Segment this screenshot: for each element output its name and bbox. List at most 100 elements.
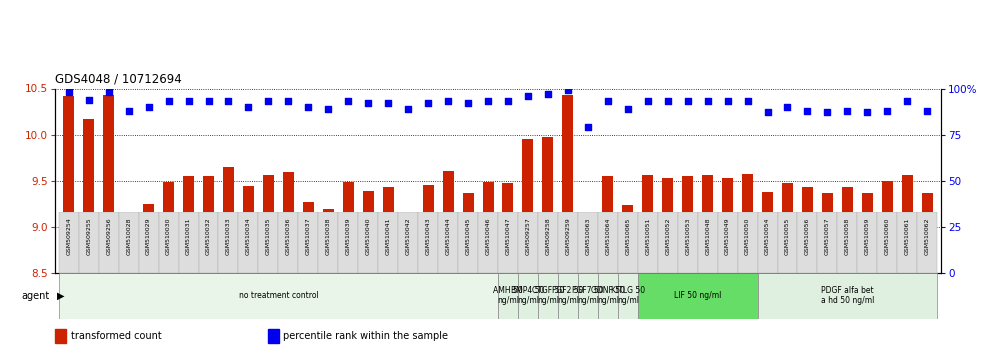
- FancyBboxPatch shape: [778, 212, 798, 273]
- Text: GSM510060: GSM510060: [884, 217, 889, 255]
- Point: [760, 110, 776, 115]
- Text: GSM510032: GSM510032: [206, 217, 211, 255]
- FancyBboxPatch shape: [558, 273, 578, 319]
- Point: [780, 104, 796, 110]
- FancyBboxPatch shape: [798, 212, 818, 273]
- Text: CTGF 50
ng/ml: CTGF 50 ng/ml: [532, 286, 564, 305]
- Point: [580, 124, 596, 130]
- FancyBboxPatch shape: [818, 212, 838, 273]
- FancyBboxPatch shape: [578, 273, 598, 319]
- Text: transformed count: transformed count: [71, 331, 161, 341]
- FancyBboxPatch shape: [319, 212, 339, 273]
- Bar: [143, 204, 154, 273]
- Bar: [482, 182, 493, 273]
- Bar: [462, 193, 473, 273]
- Text: GSM509257: GSM509257: [526, 217, 531, 255]
- Point: [121, 108, 136, 113]
- FancyBboxPatch shape: [738, 212, 758, 273]
- Bar: [363, 191, 374, 273]
- Point: [61, 89, 77, 95]
- Bar: [223, 167, 234, 273]
- Text: GSM510063: GSM510063: [586, 217, 591, 255]
- Bar: [64, 96, 75, 273]
- Text: GSM510059: GSM510059: [865, 217, 870, 255]
- Point: [740, 98, 756, 104]
- Text: GSM510057: GSM510057: [825, 217, 830, 255]
- Text: GSM510041: GSM510041: [385, 217, 390, 255]
- Point: [460, 101, 476, 106]
- Point: [180, 98, 196, 104]
- FancyBboxPatch shape: [618, 212, 637, 273]
- Bar: [881, 181, 892, 273]
- Point: [240, 104, 256, 110]
- Bar: [842, 187, 853, 273]
- Point: [560, 87, 576, 93]
- Bar: [642, 175, 653, 273]
- FancyBboxPatch shape: [178, 212, 198, 273]
- Bar: [862, 193, 872, 273]
- FancyBboxPatch shape: [478, 212, 498, 273]
- Bar: [682, 176, 693, 273]
- Point: [820, 110, 836, 115]
- Bar: [503, 183, 514, 273]
- Text: GSM510031: GSM510031: [186, 217, 191, 255]
- Bar: [662, 178, 673, 273]
- Text: GSM510065: GSM510065: [625, 217, 630, 255]
- Text: percentile rank within the sample: percentile rank within the sample: [284, 331, 448, 341]
- Text: ▶: ▶: [57, 291, 65, 301]
- Bar: [762, 192, 773, 273]
- Text: GSM510036: GSM510036: [286, 217, 291, 255]
- Text: GDS4048 / 10712694: GDS4048 / 10712694: [55, 73, 181, 86]
- Text: LIF 50 ng/ml: LIF 50 ng/ml: [674, 291, 721, 300]
- Point: [220, 98, 236, 104]
- Bar: [303, 202, 314, 273]
- FancyBboxPatch shape: [637, 273, 758, 319]
- FancyBboxPatch shape: [258, 212, 279, 273]
- FancyBboxPatch shape: [518, 212, 538, 273]
- Text: GSM510055: GSM510055: [785, 217, 790, 255]
- Point: [620, 106, 635, 112]
- Text: GSM510049: GSM510049: [725, 217, 730, 255]
- FancyBboxPatch shape: [498, 212, 518, 273]
- Point: [361, 101, 376, 106]
- Text: GSM509256: GSM509256: [107, 217, 112, 255]
- Point: [81, 97, 97, 102]
- Text: GSM510061: GSM510061: [904, 217, 909, 255]
- Point: [659, 98, 675, 104]
- FancyBboxPatch shape: [717, 212, 738, 273]
- Point: [699, 98, 715, 104]
- Text: GSM510056: GSM510056: [805, 217, 810, 255]
- Point: [160, 98, 176, 104]
- Point: [720, 98, 736, 104]
- Text: agent: agent: [22, 291, 50, 301]
- Point: [840, 108, 856, 113]
- FancyBboxPatch shape: [618, 273, 637, 319]
- Point: [420, 101, 436, 106]
- Text: GSM510043: GSM510043: [425, 217, 430, 255]
- Text: GDNF 50
ng/ml: GDNF 50 ng/ml: [591, 286, 624, 305]
- Bar: [104, 95, 115, 273]
- Text: FGF7 50
ng/ml: FGF7 50 ng/ml: [572, 286, 604, 305]
- FancyBboxPatch shape: [697, 212, 717, 273]
- Bar: [583, 236, 594, 273]
- Text: GSM510046: GSM510046: [485, 217, 490, 255]
- FancyBboxPatch shape: [299, 212, 319, 273]
- Text: BMP4 50
ng/ml: BMP4 50 ng/ml: [511, 286, 545, 305]
- Point: [860, 110, 875, 115]
- Text: GSM510054: GSM510054: [765, 217, 770, 255]
- Bar: [422, 185, 433, 273]
- FancyBboxPatch shape: [858, 212, 877, 273]
- FancyBboxPatch shape: [218, 212, 238, 273]
- Text: GSM510040: GSM510040: [366, 217, 371, 255]
- Bar: [523, 139, 534, 273]
- Text: GSM510050: GSM510050: [745, 217, 750, 255]
- Text: GSM509255: GSM509255: [87, 217, 92, 255]
- FancyBboxPatch shape: [598, 273, 618, 319]
- FancyBboxPatch shape: [59, 273, 498, 319]
- FancyBboxPatch shape: [538, 212, 558, 273]
- Bar: [742, 174, 753, 273]
- Text: GSM510048: GSM510048: [705, 217, 710, 255]
- Point: [341, 98, 357, 104]
- FancyBboxPatch shape: [99, 212, 119, 273]
- Bar: [622, 205, 633, 273]
